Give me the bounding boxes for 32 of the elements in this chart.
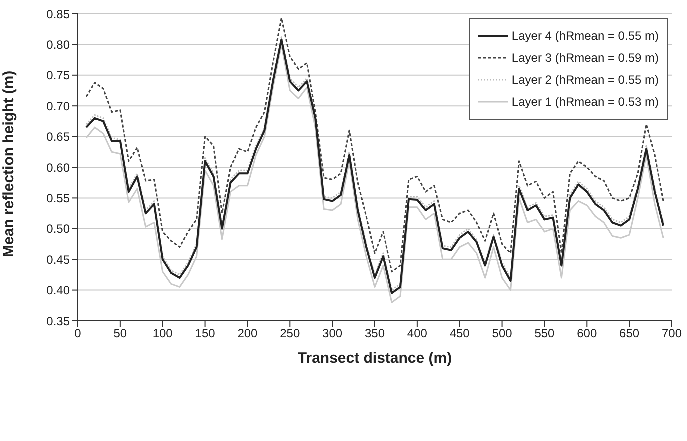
legend-label: Layer 2 (hRmean = 0.55 m) [512, 73, 659, 87]
x-tick-label: 600 [577, 326, 598, 341]
y-tick-label: 0.70 [46, 99, 70, 114]
x-tick-label: 450 [450, 326, 470, 341]
legend-label: Layer 3 (hRmean = 0.59 m) [512, 51, 659, 65]
y-tick-label: 0.60 [46, 160, 70, 175]
y-tick-label: 0.80 [46, 38, 70, 52]
y-tick-label: 0.75 [46, 68, 70, 83]
legend-label: Layer 4 (hRmean = 0.55 m) [512, 29, 659, 43]
y-tick-label: 0.65 [46, 130, 70, 144]
x-tick-label: 150 [195, 326, 216, 341]
x-tick-label: 550 [534, 326, 556, 341]
x-tick-label: 700 [662, 326, 682, 341]
y-tick-label: 0.55 [46, 191, 70, 206]
x-tick-label: 400 [407, 326, 428, 341]
x-tick-label: 100 [152, 326, 174, 341]
x-tick-label: 500 [492, 326, 513, 341]
y-tick-label: 0.45 [46, 252, 70, 267]
legend-label: Layer 1 (hRmean = 0.53 m) [512, 95, 659, 109]
y-tick-label: 0.35 [46, 314, 70, 328]
x-tick-label: 300 [322, 326, 343, 341]
x-tick-label: 50 [114, 326, 128, 341]
x-tick-label: 0 [74, 326, 82, 341]
y-tick-label: 0.85 [46, 7, 70, 22]
x-tick-label: 250 [280, 326, 300, 341]
y-tick-label: 0.50 [46, 222, 70, 236]
x-tick-label: 350 [364, 326, 386, 341]
x-tick-label: 650 [620, 326, 640, 341]
y-axis-title: Mean reflection height (m) [0, 70, 18, 258]
x-tick-label: 200 [238, 326, 258, 341]
x-axis-title: Transect distance (m) [298, 350, 452, 367]
y-tick-label: 0.40 [46, 284, 70, 298]
